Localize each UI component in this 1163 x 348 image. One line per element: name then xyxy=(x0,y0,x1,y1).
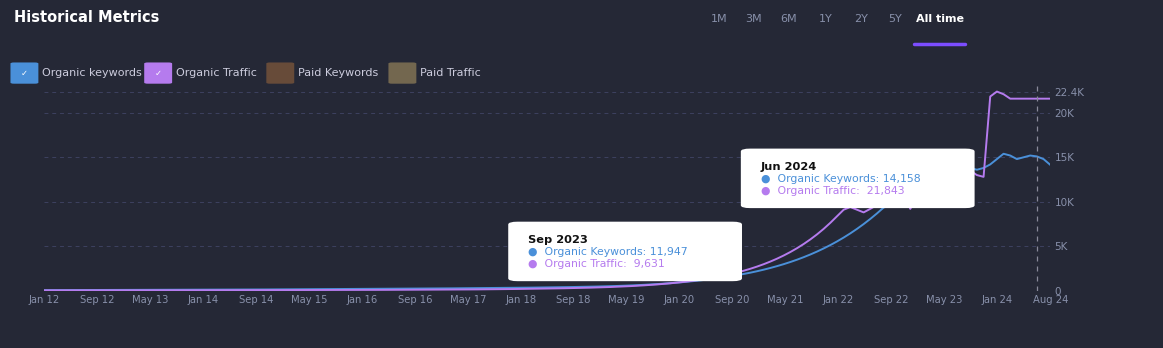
Text: 6M: 6M xyxy=(780,14,797,24)
Text: ✓: ✓ xyxy=(155,69,162,78)
Text: 1Y: 1Y xyxy=(819,14,833,24)
Text: Historical Metrics: Historical Metrics xyxy=(14,10,159,25)
Text: ●  Organic Keywords: 11,947: ● Organic Keywords: 11,947 xyxy=(528,247,687,257)
Text: 3M: 3M xyxy=(745,14,762,24)
Text: 2Y: 2Y xyxy=(854,14,868,24)
Text: Sep 2023: Sep 2023 xyxy=(528,235,587,245)
Text: ●  Organic Keywords: 14,158: ● Organic Keywords: 14,158 xyxy=(761,174,920,184)
Text: ●  Organic Traffic:  21,843: ● Organic Traffic: 21,843 xyxy=(761,186,904,196)
Text: ●  Organic Traffic:  9,631: ● Organic Traffic: 9,631 xyxy=(528,259,665,269)
Text: ✓: ✓ xyxy=(21,69,28,78)
Text: 1M: 1M xyxy=(711,14,727,24)
Text: Paid Traffic: Paid Traffic xyxy=(420,68,480,78)
Text: 5Y: 5Y xyxy=(889,14,902,24)
Text: Jun 2024: Jun 2024 xyxy=(761,162,816,172)
Text: Organic keywords: Organic keywords xyxy=(42,68,142,78)
Text: All time: All time xyxy=(915,14,964,24)
Text: Organic Traffic: Organic Traffic xyxy=(176,68,257,78)
Text: Paid Keywords: Paid Keywords xyxy=(298,68,378,78)
